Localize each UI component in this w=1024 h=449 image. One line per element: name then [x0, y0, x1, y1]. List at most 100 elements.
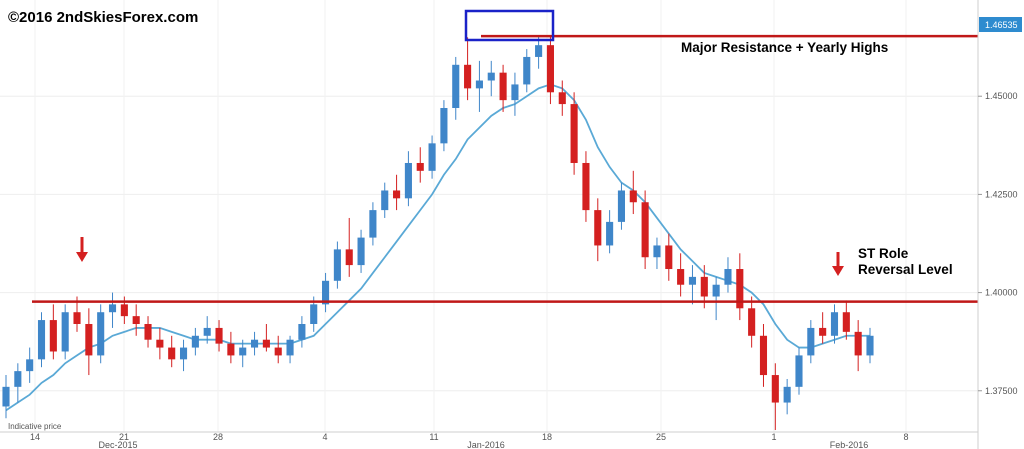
- x-tick-label: 18: [542, 432, 552, 442]
- candle: [179, 339, 188, 372]
- candle: [345, 217, 353, 277]
- candle-body: [546, 45, 554, 93]
- candle: [2, 375, 10, 419]
- candle-body: [594, 210, 602, 246]
- y-tick-label: 1.37500: [985, 386, 1018, 396]
- last-price-tag: 1.46535: [979, 17, 1022, 32]
- candle-body: [144, 324, 152, 340]
- candle: [736, 253, 744, 321]
- candle-body: [381, 190, 389, 211]
- candle-body: [795, 355, 803, 387]
- candle: [357, 229, 365, 273]
- candle: [499, 64, 507, 112]
- candle-body: [688, 276, 697, 285]
- candle: [428, 135, 436, 179]
- candle: [795, 347, 803, 395]
- candle-body: [357, 237, 365, 266]
- candle-body: [345, 249, 353, 266]
- candle-body: [830, 312, 839, 336]
- candle-body: [250, 339, 259, 348]
- candle: [783, 378, 791, 415]
- candle: [227, 331, 235, 364]
- candlestick-series: [2, 35, 874, 431]
- candle: [546, 36, 554, 105]
- candle-body: [393, 190, 401, 199]
- candle: [606, 210, 614, 254]
- candle: [487, 60, 495, 97]
- candle-body: [700, 276, 708, 297]
- candle: [641, 190, 649, 270]
- x-tick-label: 28: [213, 432, 223, 442]
- candle: [842, 300, 850, 340]
- candle-body: [227, 343, 235, 356]
- candle-body: [748, 308, 756, 336]
- candle: [440, 100, 448, 152]
- candle-body: [191, 335, 199, 348]
- candle-body: [168, 347, 176, 360]
- candle: [830, 304, 839, 344]
- candle-body: [452, 64, 460, 108]
- candle: [132, 304, 140, 336]
- candle: [771, 363, 779, 431]
- y-tick-label: 1.42500: [985, 189, 1018, 199]
- candle: [511, 72, 519, 116]
- price-axis[interactable]: 1.45000 1.42500 1.40000 1.37500: [978, 91, 1018, 396]
- arrow-down-icon: [76, 237, 88, 262]
- candle-body: [724, 269, 732, 285]
- candle-body: [73, 312, 81, 324]
- y-tick-label: 1.40000: [985, 288, 1018, 298]
- candle: [393, 174, 401, 211]
- candle-body: [641, 202, 649, 258]
- candle-body: [262, 339, 270, 348]
- candle: [97, 304, 105, 364]
- candle-body: [582, 162, 590, 211]
- candle: [416, 147, 424, 183]
- candle: [570, 92, 578, 175]
- x-month-label: Feb-2016: [830, 440, 869, 449]
- candle: [298, 316, 306, 348]
- candle-body: [322, 280, 330, 305]
- candle-body: [759, 335, 768, 376]
- x-tick-label: 14: [30, 432, 40, 442]
- candle-body: [132, 316, 140, 324]
- candle: [558, 80, 566, 116]
- indicative-price-label: Indicative price: [8, 422, 62, 431]
- candle-body: [215, 327, 223, 344]
- candle-body: [2, 386, 10, 407]
- yearly-high-highlight-box: [464, 9, 555, 42]
- x-tick-label: 11: [429, 432, 438, 442]
- candle: [807, 320, 815, 364]
- candle-body: [298, 324, 306, 340]
- st-role-annotation: ST Role: [858, 246, 909, 261]
- candle-body: [771, 375, 779, 403]
- candle-body: [783, 386, 791, 403]
- candle: [748, 296, 756, 348]
- candle-body: [464, 64, 472, 89]
- candle: [215, 320, 223, 352]
- level-lines: [32, 34, 978, 303]
- y-tick-label: 1.45000: [985, 91, 1018, 101]
- candle-body: [61, 312, 69, 352]
- candle: [369, 202, 377, 246]
- candle-body: [499, 72, 507, 101]
- candle: [475, 60, 483, 112]
- candle-body: [842, 312, 850, 332]
- candle-body: [606, 221, 614, 246]
- x-tick-label: 1: [771, 432, 776, 442]
- candle-body: [97, 312, 105, 356]
- reversal-level-annotation: Reversal Level: [858, 262, 953, 277]
- candle: [688, 265, 697, 305]
- resistance-annotation: Major Resistance + Yearly Highs: [681, 40, 888, 55]
- candle: [582, 151, 590, 222]
- candle-body: [807, 327, 815, 356]
- candle-body: [617, 190, 626, 222]
- candle-body: [239, 347, 247, 356]
- candle-body: [475, 80, 483, 89]
- x-tick-label: 21: [119, 432, 129, 442]
- candle: [26, 347, 34, 383]
- candle-body: [736, 269, 744, 309]
- candle: [14, 363, 22, 403]
- candle: [629, 170, 637, 215]
- candle: [108, 292, 117, 328]
